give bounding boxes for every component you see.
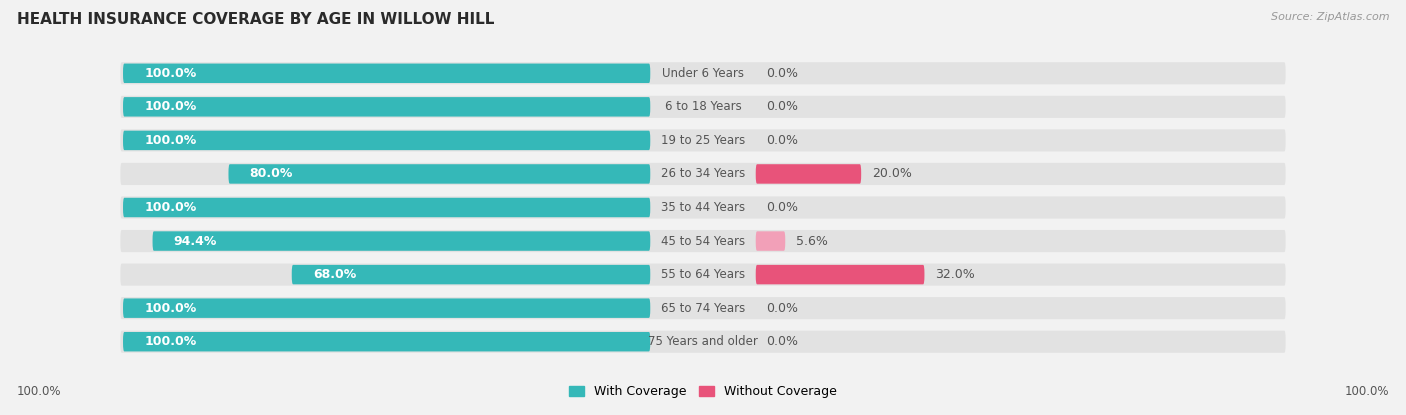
FancyBboxPatch shape xyxy=(124,97,650,117)
Text: 6 to 18 Years: 6 to 18 Years xyxy=(665,100,741,113)
FancyBboxPatch shape xyxy=(124,298,650,318)
Text: 0.0%: 0.0% xyxy=(766,100,799,113)
FancyBboxPatch shape xyxy=(121,297,1285,319)
FancyBboxPatch shape xyxy=(121,331,1285,353)
Text: 20.0%: 20.0% xyxy=(872,167,911,181)
Text: 94.4%: 94.4% xyxy=(173,234,217,248)
FancyBboxPatch shape xyxy=(756,231,785,251)
FancyBboxPatch shape xyxy=(121,62,1285,84)
FancyBboxPatch shape xyxy=(756,265,925,284)
Text: 19 to 25 Years: 19 to 25 Years xyxy=(661,134,745,147)
FancyBboxPatch shape xyxy=(121,230,1285,252)
FancyBboxPatch shape xyxy=(124,63,650,83)
Text: 0.0%: 0.0% xyxy=(766,201,799,214)
Text: 0.0%: 0.0% xyxy=(766,134,799,147)
FancyBboxPatch shape xyxy=(124,332,650,352)
FancyBboxPatch shape xyxy=(756,164,860,184)
Text: 100.0%: 100.0% xyxy=(1344,386,1389,398)
Text: Source: ZipAtlas.com: Source: ZipAtlas.com xyxy=(1271,12,1389,22)
Text: 35 to 44 Years: 35 to 44 Years xyxy=(661,201,745,214)
FancyBboxPatch shape xyxy=(152,231,650,251)
Text: 32.0%: 32.0% xyxy=(935,268,974,281)
Text: 80.0%: 80.0% xyxy=(250,167,292,181)
Legend: With Coverage, Without Coverage: With Coverage, Without Coverage xyxy=(564,380,842,403)
Text: 55 to 64 Years: 55 to 64 Years xyxy=(661,268,745,281)
FancyBboxPatch shape xyxy=(121,163,1285,185)
Text: HEALTH INSURANCE COVERAGE BY AGE IN WILLOW HILL: HEALTH INSURANCE COVERAGE BY AGE IN WILL… xyxy=(17,12,495,27)
Text: 68.0%: 68.0% xyxy=(314,268,356,281)
Text: 0.0%: 0.0% xyxy=(766,335,799,348)
Text: Under 6 Years: Under 6 Years xyxy=(662,67,744,80)
Text: 65 to 74 Years: 65 to 74 Years xyxy=(661,302,745,315)
Text: 100.0%: 100.0% xyxy=(17,386,62,398)
Text: 100.0%: 100.0% xyxy=(145,201,197,214)
FancyBboxPatch shape xyxy=(121,196,1285,219)
Text: 75 Years and older: 75 Years and older xyxy=(648,335,758,348)
Text: 100.0%: 100.0% xyxy=(145,302,197,315)
FancyBboxPatch shape xyxy=(121,264,1285,286)
Text: 45 to 54 Years: 45 to 54 Years xyxy=(661,234,745,248)
FancyBboxPatch shape xyxy=(292,265,650,284)
FancyBboxPatch shape xyxy=(229,164,650,184)
Text: 100.0%: 100.0% xyxy=(145,100,197,113)
FancyBboxPatch shape xyxy=(124,131,650,150)
Text: 26 to 34 Years: 26 to 34 Years xyxy=(661,167,745,181)
Text: 0.0%: 0.0% xyxy=(766,67,799,80)
Text: 100.0%: 100.0% xyxy=(145,335,197,348)
Text: 100.0%: 100.0% xyxy=(145,134,197,147)
FancyBboxPatch shape xyxy=(121,129,1285,151)
Text: 100.0%: 100.0% xyxy=(145,67,197,80)
FancyBboxPatch shape xyxy=(121,96,1285,118)
Text: 5.6%: 5.6% xyxy=(796,234,828,248)
FancyBboxPatch shape xyxy=(124,198,650,217)
Text: 0.0%: 0.0% xyxy=(766,302,799,315)
